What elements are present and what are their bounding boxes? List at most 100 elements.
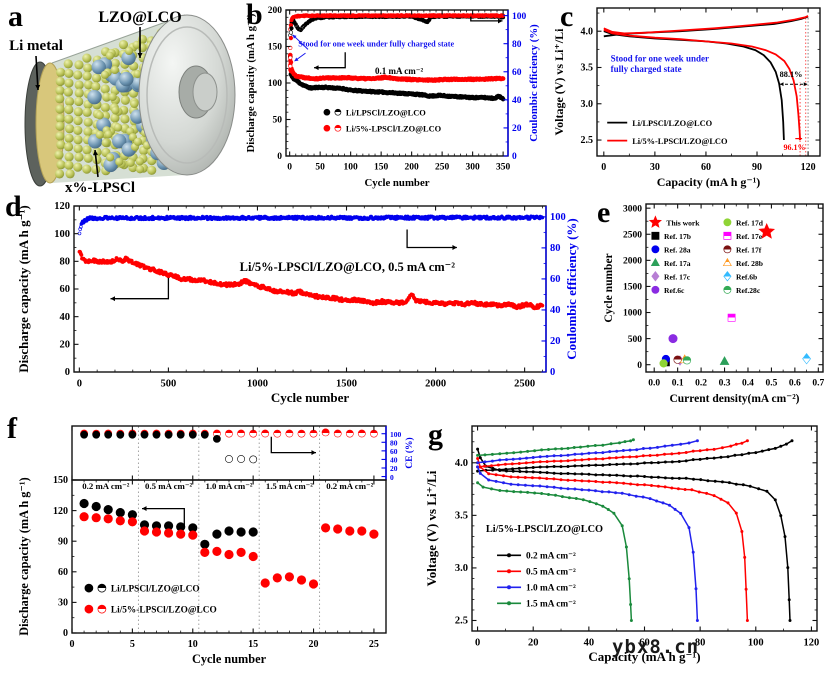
panel-b-letter: b bbox=[246, 0, 263, 31]
watermark: ybx8.cn bbox=[612, 636, 700, 658]
svg-text:0: 0 bbox=[550, 367, 555, 378]
svg-text:3.0: 3.0 bbox=[581, 99, 594, 110]
svg-text:100: 100 bbox=[550, 212, 566, 223]
panel-d: 0 500 1000 1500 2000 2500 0 20 40 60 80 100 120 0 20 40… bbox=[0, 196, 590, 418]
svg-text:0.5 mA cm⁻²: 0.5 mA cm⁻² bbox=[145, 481, 192, 491]
svg-text:Capacity (mA h g⁻¹): Capacity (mA h g⁻¹) bbox=[588, 649, 700, 664]
svg-text:60: 60 bbox=[550, 274, 561, 285]
panel-b: 0 50 100 150 200 250 300 350 0 50 100 150 200 0 20 40 60… bbox=[240, 0, 540, 196]
svg-text:0.1: 0.1 bbox=[672, 379, 684, 389]
svg-text:Ref. 17f: Ref. 17f bbox=[736, 245, 762, 254]
svg-text:Cycle number: Cycle number bbox=[603, 253, 615, 322]
svg-text:Discharge capacity (mA h g⁻¹): Discharge capacity (mA h g⁻¹) bbox=[245, 13, 257, 152]
svg-text:150: 150 bbox=[374, 163, 389, 173]
svg-text:Ref. 17e: Ref. 17e bbox=[736, 232, 763, 241]
svg-text:Li/5%-LPSCl/LZO@LCO: Li/5%-LPSCl/LZO@LCO bbox=[632, 137, 728, 146]
svg-text:0.2 mA cm⁻²: 0.2 mA cm⁻² bbox=[526, 552, 576, 562]
svg-text:Ref. 28b: Ref. 28b bbox=[736, 259, 763, 268]
svg-text:40: 40 bbox=[584, 638, 595, 649]
panel-e-letter: e bbox=[597, 196, 611, 229]
svg-text:0.1 mA cm⁻²: 0.1 mA cm⁻² bbox=[375, 66, 423, 76]
svg-text:0: 0 bbox=[63, 628, 68, 639]
svg-text:Li/5%-LPSCl/LZO@LCO: Li/5%-LPSCl/LZO@LCO bbox=[346, 124, 442, 133]
svg-text:Ref.28c: Ref.28c bbox=[736, 286, 761, 295]
svg-text:120: 120 bbox=[53, 506, 68, 517]
svg-text:0: 0 bbox=[512, 152, 517, 162]
svg-text:100: 100 bbox=[54, 229, 70, 240]
svg-text:40: 40 bbox=[60, 312, 71, 323]
svg-text:Ref. 17a: Ref. 17a bbox=[664, 259, 691, 268]
svg-text:300: 300 bbox=[466, 163, 481, 173]
svg-text:90: 90 bbox=[58, 536, 68, 547]
svg-text:Li/5%-LPSCl/LZO@LCO, 0.5 mA cm: Li/5%-LPSCl/LZO@LCO, 0.5 mA cm⁻² bbox=[240, 260, 456, 274]
svg-text:Ref. 17d: Ref. 17d bbox=[736, 218, 764, 227]
svg-text:60: 60 bbox=[701, 162, 711, 173]
svg-text:Ref.6b: Ref.6b bbox=[736, 272, 757, 281]
svg-text:120: 120 bbox=[54, 201, 70, 212]
svg-text:Cycle number: Cycle number bbox=[271, 390, 350, 405]
svg-text:60: 60 bbox=[639, 638, 650, 649]
svg-text:fully charged state: fully charged state bbox=[611, 64, 682, 74]
svg-text:0: 0 bbox=[65, 367, 70, 378]
svg-text:1000: 1000 bbox=[247, 379, 268, 390]
svg-text:2500: 2500 bbox=[514, 379, 535, 390]
svg-text:1.0 mA cm⁻²: 1.0 mA cm⁻² bbox=[526, 584, 576, 594]
svg-text:100: 100 bbox=[748, 638, 764, 649]
svg-text:40: 40 bbox=[512, 96, 522, 106]
svg-text:2.5: 2.5 bbox=[581, 135, 594, 146]
svg-text:0.4: 0.4 bbox=[742, 379, 754, 389]
panel-f-letter: f bbox=[7, 412, 17, 445]
svg-text:1.5 mA cm⁻²: 1.5 mA cm⁻² bbox=[526, 600, 576, 610]
svg-text:30: 30 bbox=[650, 162, 660, 173]
svg-text:LZO@LCO: LZO@LCO bbox=[98, 9, 181, 26]
svg-text:Voltage (V) vs Li⁺/Li: Voltage (V) vs Li⁺/Li bbox=[424, 470, 439, 586]
svg-text:25: 25 bbox=[369, 639, 379, 650]
svg-text:0.2 mA cm⁻²: 0.2 mA cm⁻² bbox=[326, 481, 373, 491]
svg-text:15: 15 bbox=[248, 639, 258, 650]
svg-text:Ref. 17c: Ref. 17c bbox=[664, 272, 691, 281]
svg-text:120: 120 bbox=[801, 162, 816, 173]
svg-text:80: 80 bbox=[512, 40, 522, 50]
svg-text:10: 10 bbox=[188, 639, 198, 650]
svg-text:0: 0 bbox=[601, 162, 606, 173]
svg-text:1000: 1000 bbox=[623, 309, 642, 319]
svg-text:5: 5 bbox=[130, 639, 135, 650]
svg-text:20: 20 bbox=[60, 340, 71, 351]
svg-text:88.1%: 88.1% bbox=[780, 70, 803, 79]
svg-text:0: 0 bbox=[277, 152, 282, 162]
chart-cycling-0.1mA: 0 50 100 150 200 250 300 3500501001502000204060… bbox=[245, 6, 540, 189]
panel-g-letter: g bbox=[428, 418, 443, 451]
svg-text:Cycle number: Cycle number bbox=[364, 177, 429, 189]
svg-text:500: 500 bbox=[161, 379, 177, 390]
svg-text:500: 500 bbox=[628, 335, 643, 345]
svg-text:Li/5%-LPSCl/LZO@LCO: Li/5%-LPSCl/LZO@LCO bbox=[111, 605, 217, 615]
battery-illustration: LZO@LCO Li metal x%-LPSCl bbox=[9, 9, 236, 196]
svg-text:2000: 2000 bbox=[623, 257, 642, 267]
chart-rate-voltage-profiles: 0 20 40 60 80 100 120 2.5 3.0 3.5 4.0 Capacity (mA … bbox=[424, 425, 819, 664]
svg-text:0: 0 bbox=[77, 379, 82, 390]
svg-text:Li metal: Li metal bbox=[9, 38, 63, 54]
svg-text:0.2 mA cm⁻²: 0.2 mA cm⁻² bbox=[82, 481, 129, 491]
svg-text:30: 30 bbox=[58, 598, 68, 609]
svg-text:0.5: 0.5 bbox=[765, 379, 777, 389]
svg-text:150: 150 bbox=[53, 475, 68, 486]
svg-text:Current density(mA cm⁻²): Current density(mA cm⁻²) bbox=[669, 393, 799, 405]
svg-text:80: 80 bbox=[390, 438, 398, 447]
svg-text:150: 150 bbox=[268, 43, 283, 53]
svg-text:CE (%): CE (%) bbox=[404, 437, 415, 468]
svg-text:3.0: 3.0 bbox=[455, 563, 468, 574]
svg-text:100: 100 bbox=[512, 12, 527, 22]
svg-text:0: 0 bbox=[70, 639, 75, 650]
svg-text:0.5 mA cm⁻²: 0.5 mA cm⁻² bbox=[526, 568, 576, 578]
svg-text:2000: 2000 bbox=[425, 379, 446, 390]
svg-text:0.7: 0.7 bbox=[812, 379, 824, 389]
svg-text:Coulombic efficiency (%): Coulombic efficiency (%) bbox=[528, 24, 540, 142]
svg-text:40: 40 bbox=[550, 305, 561, 316]
svg-text:0: 0 bbox=[475, 638, 480, 649]
svg-text:Discharge capacity (mA h g⁻¹): Discharge capacity (mA h g⁻¹) bbox=[16, 205, 31, 372]
svg-text:4.0: 4.0 bbox=[455, 458, 468, 469]
svg-text:Stood for one week under: Stood for one week under bbox=[611, 54, 709, 64]
svg-text:200: 200 bbox=[405, 163, 420, 173]
